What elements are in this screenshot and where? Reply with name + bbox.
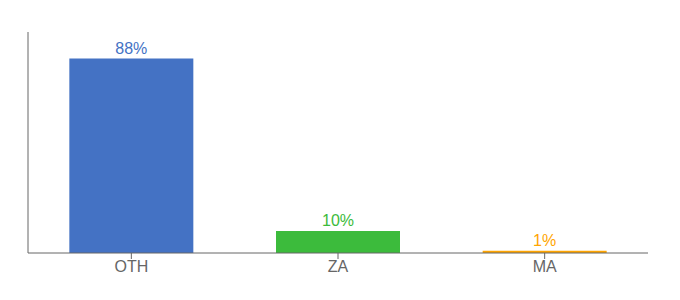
svg-text:OTH: OTH [114, 258, 148, 275]
svg-text:MA: MA [533, 258, 557, 275]
svg-text:88%: 88% [115, 40, 147, 57]
svg-text:1%: 1% [533, 232, 556, 249]
svg-text:ZA: ZA [328, 258, 349, 275]
svg-text:10%: 10% [322, 212, 354, 229]
